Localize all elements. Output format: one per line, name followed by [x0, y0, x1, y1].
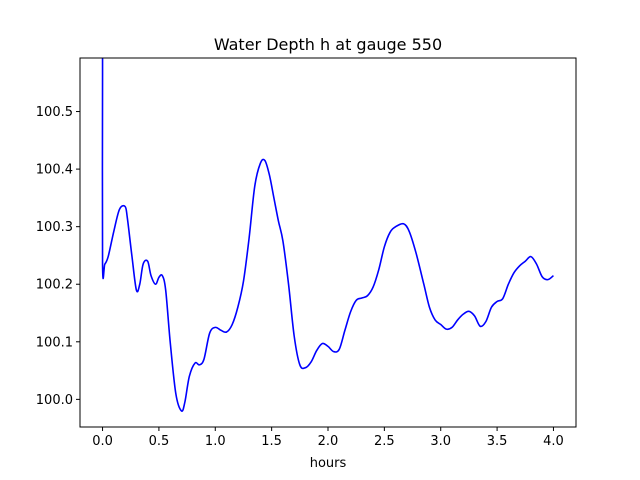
- chart-title: Water Depth h at gauge 550: [214, 35, 442, 54]
- x-tick-label: 4.0: [543, 434, 564, 449]
- x-tick-label: 2.0: [318, 434, 339, 449]
- x-tick-label: 0.5: [149, 434, 170, 449]
- y-axis-ticks: 100.0 100.1 100.2 100.3 100.4 100.5: [36, 105, 80, 408]
- x-tick-label: 1.0: [205, 434, 226, 449]
- y-tick-label: 100.2: [36, 278, 73, 293]
- plot-frame: [79, 57, 577, 428]
- x-tick-label: 1.5: [261, 434, 282, 449]
- y-tick-label: 100.5: [36, 105, 73, 120]
- x-tick-label: 3.5: [487, 434, 508, 449]
- y-tick-label: 100.0: [36, 393, 73, 408]
- y-tick-label: 100.4: [36, 163, 73, 178]
- x-tick-label: 2.5: [374, 434, 395, 449]
- series-layer: [101, 58, 554, 412]
- y-tick-label: 100.3: [36, 220, 73, 235]
- x-tick-label: 3.0: [430, 434, 451, 449]
- y-tick-label: 100.1: [36, 335, 73, 350]
- x-axis-ticks: 0.0 0.5 1.0 1.5 2.0 2.5 3.0 3.5 4.0: [92, 427, 564, 449]
- x-tick-label: 0.0: [92, 434, 113, 449]
- x-axis-label: hours: [310, 456, 347, 471]
- series-line-0: [101, 58, 554, 412]
